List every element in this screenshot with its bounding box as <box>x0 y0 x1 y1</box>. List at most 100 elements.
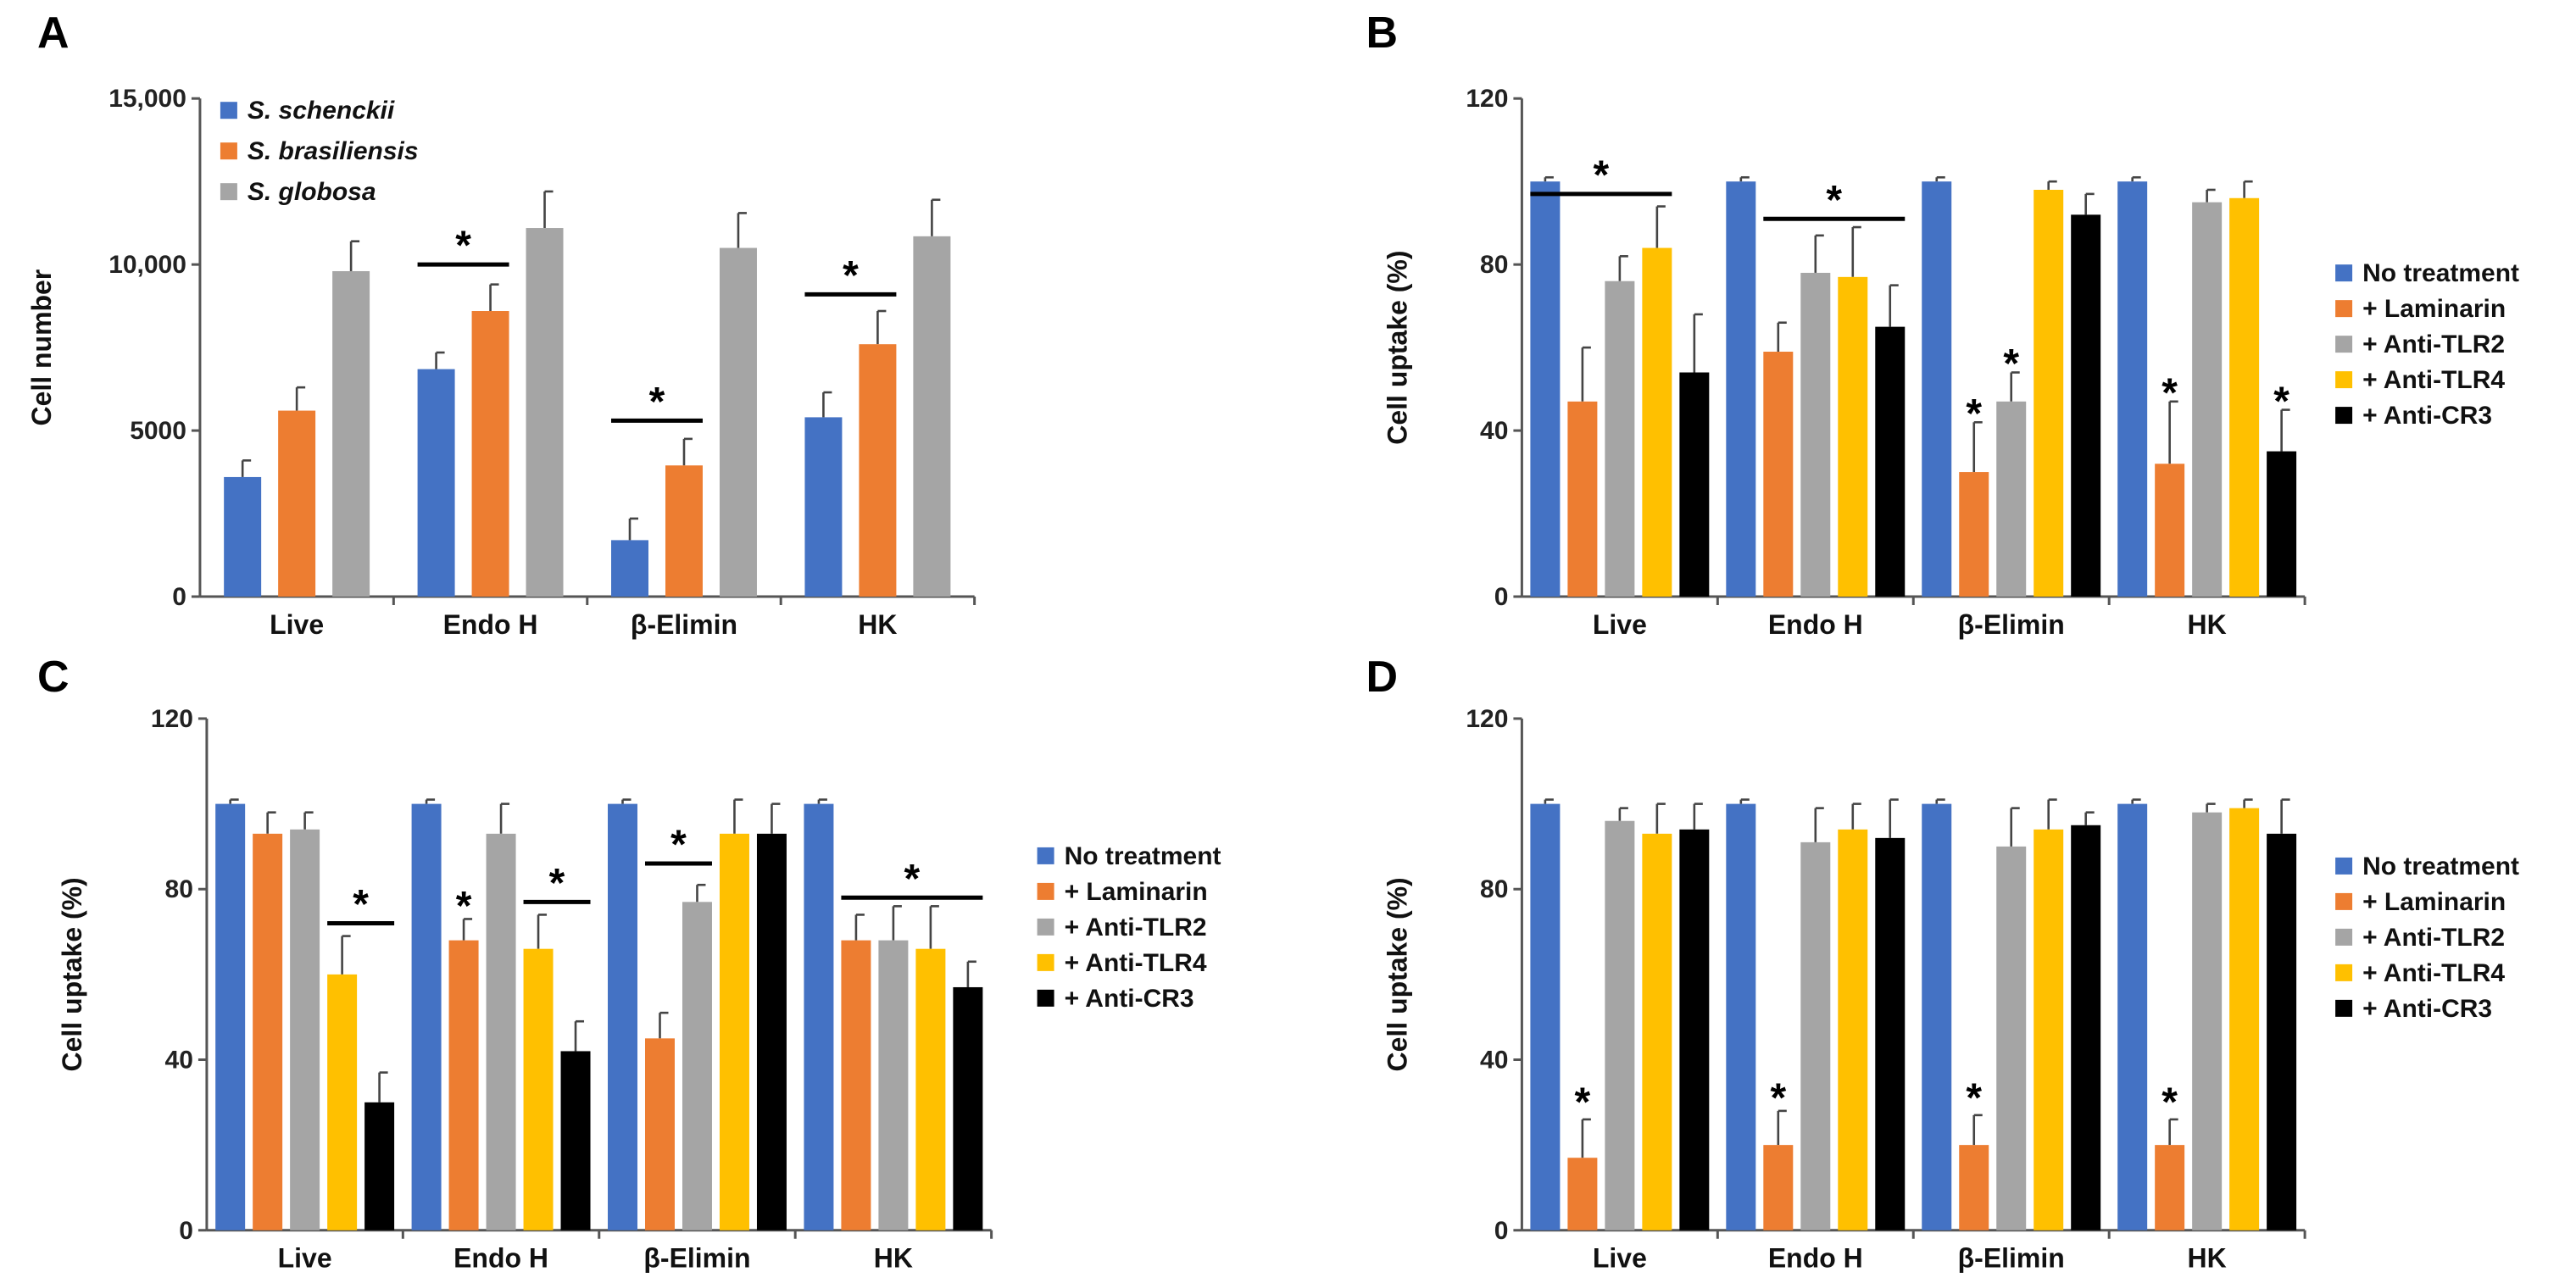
y-tick-label: 0 <box>1494 1217 1509 1245</box>
bar <box>2192 812 2223 1230</box>
x-tick-label: Endo H <box>1768 1243 1863 1274</box>
legend-label: + Laminarin <box>1065 878 1208 906</box>
legend-swatch <box>220 142 237 160</box>
legend-swatch <box>220 102 237 119</box>
bar <box>1922 181 1952 597</box>
legend-swatch <box>2335 264 2353 282</box>
significance-star: * <box>2162 371 2178 416</box>
bar <box>1875 837 1906 1230</box>
panel-label: C <box>37 653 70 702</box>
bar <box>1530 803 1561 1230</box>
bar <box>1838 276 1868 597</box>
bar <box>224 476 262 597</box>
bar <box>1567 401 1598 597</box>
y-tick-label: 80 <box>165 875 193 903</box>
y-tick-label: 80 <box>1480 875 1508 903</box>
x-tick-label: HK <box>2188 609 2227 640</box>
bar <box>1679 829 1710 1230</box>
significance-star: * <box>649 380 665 425</box>
significance-star: * <box>455 224 471 269</box>
bar <box>1605 820 1635 1230</box>
significance-star: * <box>456 884 472 929</box>
significance-star: * <box>1594 153 1610 198</box>
bar <box>1642 247 1672 597</box>
bar <box>841 940 871 1230</box>
y-tick-label: 0 <box>1494 583 1509 611</box>
bar <box>953 986 983 1230</box>
legend-label: S. brasiliensis <box>248 137 419 165</box>
significance-star: * <box>843 253 859 298</box>
bar <box>1642 833 1672 1230</box>
significance-star: * <box>353 882 369 927</box>
bar <box>859 344 897 597</box>
bar <box>2117 803 2148 1230</box>
bar <box>1996 846 2027 1230</box>
legend-label: + Laminarin <box>2362 888 2506 916</box>
panel-B: B 0 40 80 120 Cell uptake (%) Live Endo H β-Elim… <box>1366 8 2519 640</box>
bar <box>1605 280 1635 597</box>
legend-label: + Anti-TLR2 <box>2362 330 2505 358</box>
panel-label: A <box>37 8 70 58</box>
bar <box>1763 352 1794 597</box>
x-tick-label: β-Elimin <box>1958 609 2065 640</box>
bar <box>327 974 358 1230</box>
bar <box>278 410 316 597</box>
x-tick-label: β-Elimin <box>1958 1243 2065 1274</box>
legend-label: S. schenckii <box>248 97 395 125</box>
panel-label: D <box>1366 653 1398 702</box>
legend-swatch <box>220 183 237 201</box>
legend-swatch <box>1037 918 1054 936</box>
y-tick-label: 10,000 <box>108 251 186 279</box>
bar <box>2155 464 2185 597</box>
bar <box>2155 1145 2185 1230</box>
x-tick-label: β-Elimin <box>643 1243 750 1274</box>
significance-star: * <box>549 861 565 906</box>
legend-label: + Anti-CR3 <box>2362 995 2492 1023</box>
bar <box>417 369 455 597</box>
legend-swatch <box>2335 928 2353 946</box>
legend-label: + Laminarin <box>2362 295 2506 323</box>
significance-star: * <box>670 823 687 868</box>
panel-C: C 0 40 80 120 Cell uptake (%) Live Endo H β-Elim… <box>37 653 1221 1274</box>
significance-star: * <box>1575 1080 1591 1125</box>
y-tick-label: 80 <box>1480 251 1508 279</box>
bar <box>913 236 951 597</box>
significance-star: * <box>1966 392 1982 436</box>
bar <box>878 940 909 1230</box>
significance-star: * <box>904 857 921 902</box>
legend-swatch <box>2335 964 2353 981</box>
bar <box>2229 808 2260 1230</box>
legend-label: No treatment <box>1065 842 1221 870</box>
x-tick-label: HK <box>2188 1243 2227 1274</box>
bar <box>719 247 757 597</box>
legend-label: S. globosa <box>248 178 376 206</box>
bar <box>560 1051 591 1230</box>
bar <box>2229 197 2260 597</box>
x-tick-label: Endo H <box>443 609 538 640</box>
bar <box>2034 189 2064 597</box>
x-tick-label: Live <box>278 1243 332 1274</box>
bar <box>523 948 554 1230</box>
bar <box>611 540 648 597</box>
bar <box>804 417 843 597</box>
significance-star: * <box>1966 1076 1982 1121</box>
bar <box>1800 841 1831 1230</box>
bar <box>332 270 370 597</box>
significance-star: * <box>2003 342 2019 387</box>
significance-star: * <box>1770 1076 1786 1121</box>
panel-A: A 0 5000 10,000 15,000 Cell number Live Endo H β… <box>26 8 976 640</box>
bar <box>1959 1145 1989 1230</box>
y-tick-label: 0 <box>179 1217 193 1245</box>
x-tick-label: Live <box>1593 609 1647 640</box>
y-tick-label: 5000 <box>130 417 186 445</box>
bar <box>644 1038 675 1230</box>
legend-label: + Anti-TLR4 <box>1065 949 1207 977</box>
significance-star: * <box>1826 178 1842 223</box>
legend-label: + Anti-TLR4 <box>2362 959 2505 987</box>
bar <box>665 465 703 597</box>
y-axis-title: Cell uptake (%) <box>57 877 87 1071</box>
y-tick-label: 15,000 <box>108 85 186 113</box>
legend-swatch <box>1037 847 1054 864</box>
bar <box>290 829 320 1230</box>
